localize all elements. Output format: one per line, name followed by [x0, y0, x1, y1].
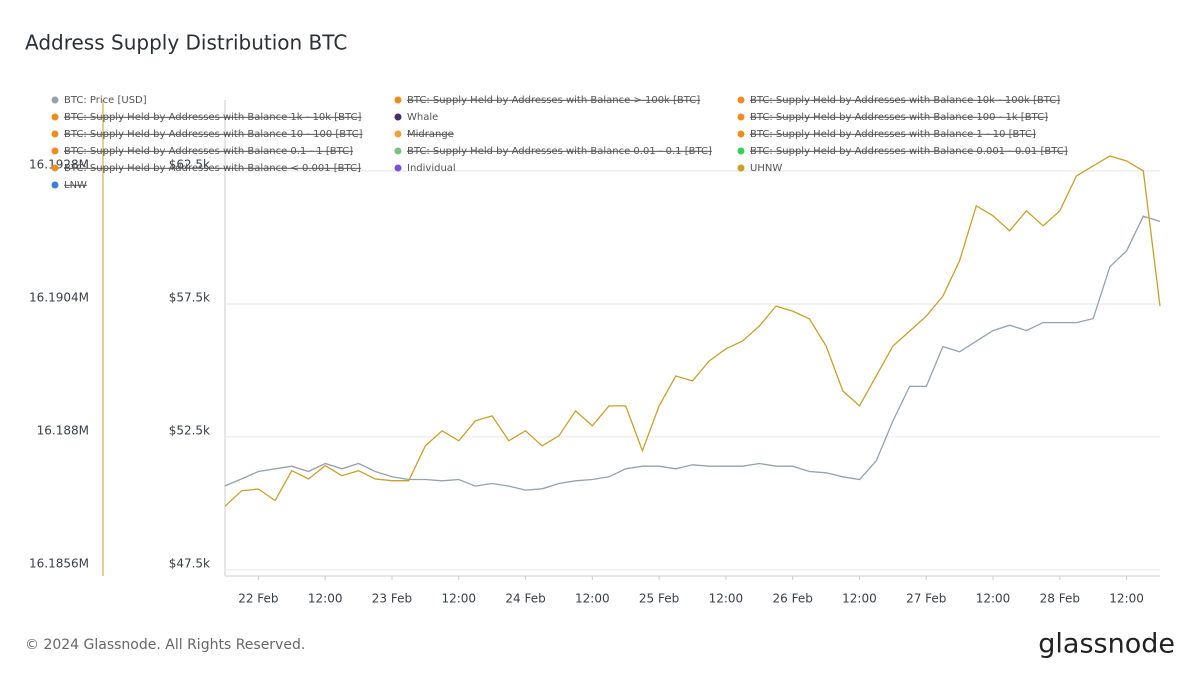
legend-item: BTC: Supply Held by Addresses with Balan… [737, 112, 1048, 123]
legend-swatch [51, 113, 59, 121]
legend-item: LNW [51, 180, 87, 191]
legend-label: BTC: Supply Held by Addresses with Balan… [64, 146, 353, 157]
legend-swatch [737, 164, 745, 172]
legend-item: BTC: Supply Held by Addresses with Balan… [737, 146, 1068, 157]
legend-item: UHNW [737, 163, 782, 174]
legend-item: Midrange [394, 129, 454, 140]
legend-item: BTC: Supply Held by Addresses with Balan… [51, 146, 353, 157]
y2-tick-label: 16.1856M [29, 556, 89, 570]
legend-swatch [737, 113, 745, 121]
y-tick-label: $62.5k [169, 158, 210, 172]
legend-label: BTC: Supply Held by Addresses with Balan… [64, 129, 363, 140]
legend-swatch [737, 147, 745, 155]
legend-swatch [394, 147, 402, 155]
x-tick-label: 23 Feb [372, 592, 412, 606]
x-tick-label: 25 Feb [639, 592, 679, 606]
legend-label: Whale [407, 112, 438, 123]
legend-label: BTC: Supply Held by Addresses with Balan… [407, 95, 700, 106]
legend-item: Individual [394, 163, 456, 174]
y2-tick-label: 16.188M [37, 423, 89, 437]
legend-item: BTC: Supply Held by Addresses with Balan… [737, 129, 1036, 140]
x-tick-label: 12:00 [575, 592, 610, 606]
x-tick-label: 12:00 [308, 592, 343, 606]
legend-label: UHNW [750, 163, 782, 174]
chart-title: Address Supply Distribution BTC [25, 31, 347, 55]
legend-label: Midrange [407, 129, 454, 140]
x-tick-label: 22 Feb [238, 592, 278, 606]
x-tick-label: 12:00 [1109, 592, 1144, 606]
y-tick-label: $52.5k [169, 423, 210, 437]
legend-label: BTC: Price [USD] [64, 95, 147, 106]
x-tick-label: 24 Feb [505, 592, 545, 606]
legend-label: BTC: Supply Held by Addresses with Balan… [64, 163, 361, 174]
legend-swatch [51, 181, 59, 189]
legend-swatch [51, 164, 59, 172]
legend-item: BTC: Price [USD] [51, 95, 147, 106]
x-tick-label: 12:00 [441, 592, 476, 606]
legend-swatch [51, 96, 59, 104]
x-tick-label: 12:00 [709, 592, 744, 606]
x-tick-label: 12:00 [842, 592, 877, 606]
legend-swatch [51, 147, 59, 155]
x-tick-label: 27 Feb [906, 592, 946, 606]
legend-label: BTC: Supply Held by Addresses with Balan… [750, 146, 1068, 157]
legend-label: BTC: Supply Held by Addresses with Balan… [407, 146, 712, 157]
y-tick-label: $57.5k [169, 290, 210, 304]
legend-label: BTC: Supply Held by Addresses with Balan… [750, 95, 1060, 106]
legend-item: BTC: Supply Held by Addresses with Balan… [51, 163, 361, 174]
brand: glassnode [1038, 629, 1175, 660]
series-line [224, 155, 1161, 507]
legend-swatch [737, 96, 745, 104]
legend-swatch [394, 130, 402, 138]
x-tick-label: 26 Feb [773, 592, 813, 606]
legend-item: BTC: Supply Held by Addresses with Balan… [51, 112, 361, 123]
legend-item: BTC: Supply Held by Addresses with Balan… [394, 95, 700, 106]
legend-label: BTC: Supply Held by Addresses with Balan… [750, 129, 1036, 140]
legend-swatch [394, 113, 402, 121]
x-tick-label: 28 Feb [1040, 592, 1080, 606]
legend-swatch [737, 130, 745, 138]
x-tick-label: 12:00 [976, 592, 1011, 606]
legend-label: BTC: Supply Held by Addresses with Balan… [750, 112, 1048, 123]
legend-swatch [394, 164, 402, 172]
series-line [224, 215, 1161, 491]
footer: © 2024 Glassnode. All Rights Reserved. [25, 637, 305, 653]
legend-label: BTC: Supply Held by Addresses with Balan… [64, 112, 361, 123]
y2-tick-label: 16.1904M [29, 290, 89, 304]
legend-item: BTC: Supply Held by Addresses with Balan… [51, 129, 363, 140]
y2-tick-label: 16.1928M [29, 157, 89, 171]
legend-swatch [51, 130, 59, 138]
legend-swatch [394, 96, 402, 104]
legend-label: Individual [407, 163, 456, 174]
legend-label: LNW [64, 180, 87, 191]
legend-item: Whale [394, 112, 438, 123]
legend-item: BTC: Supply Held by Addresses with Balan… [394, 146, 712, 157]
y-tick-label: $47.5k [169, 556, 210, 570]
legend-item: BTC: Supply Held by Addresses with Balan… [737, 95, 1060, 106]
